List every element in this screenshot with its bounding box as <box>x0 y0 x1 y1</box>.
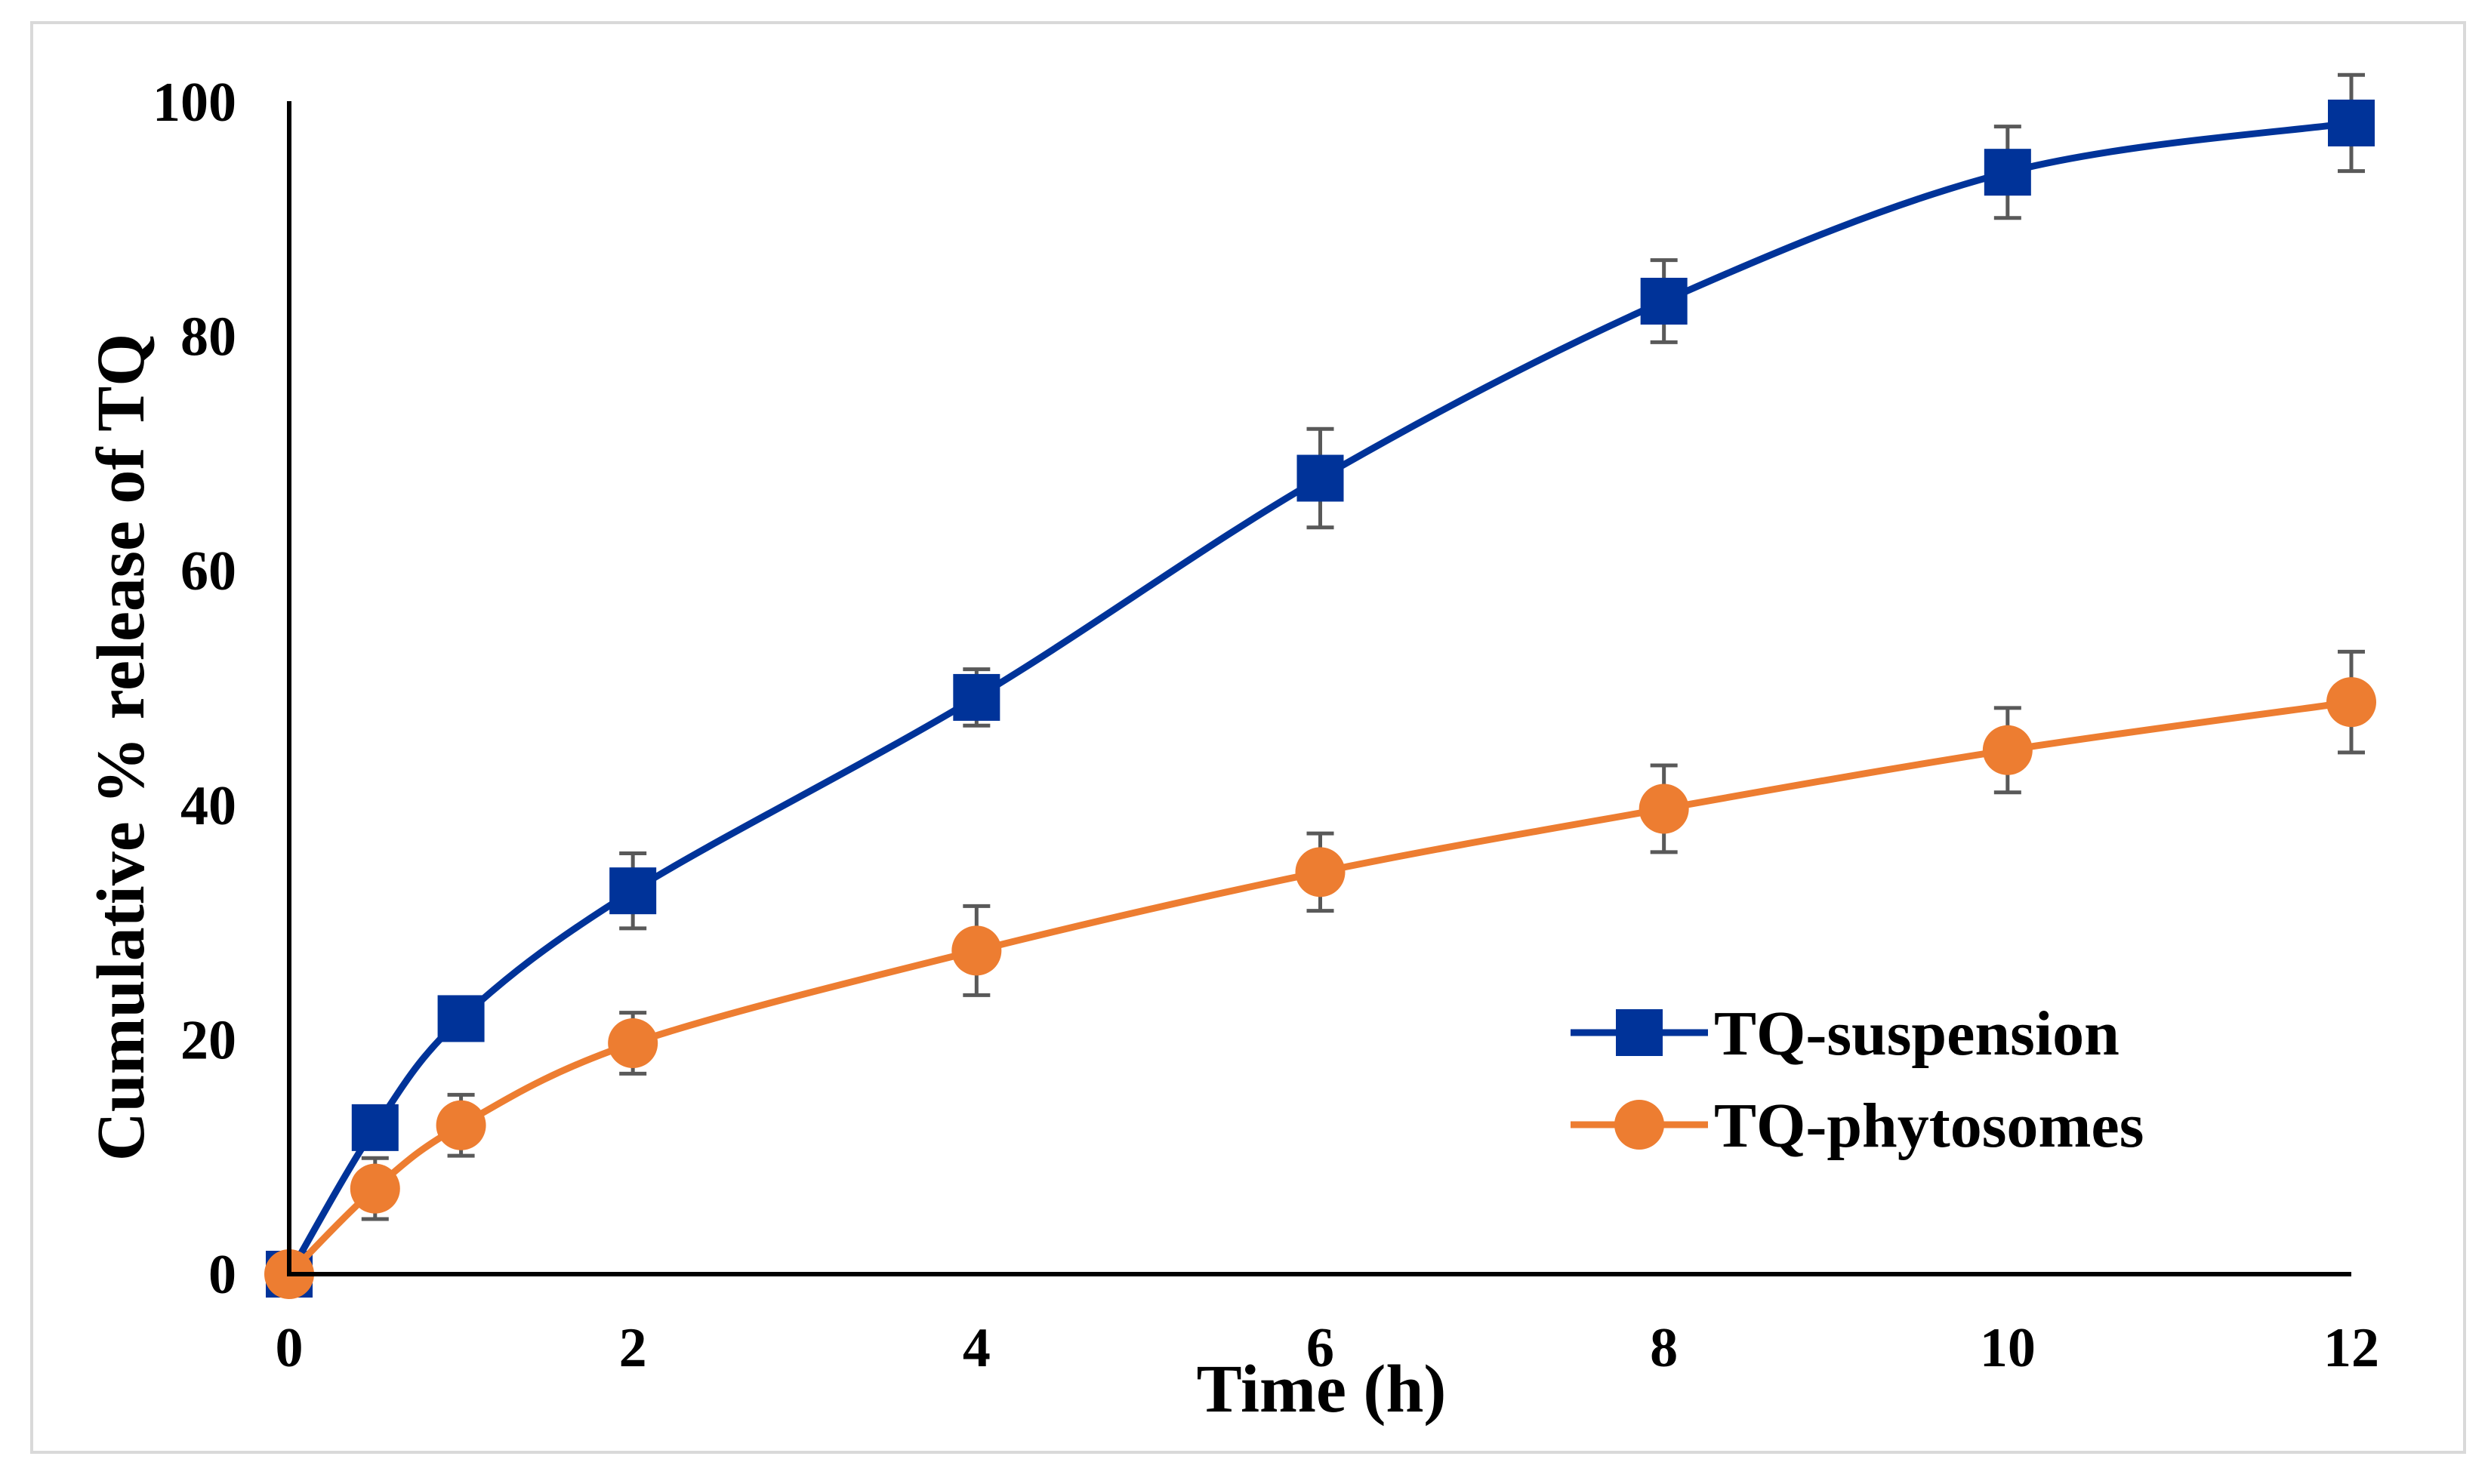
y-tick-label: 80 <box>180 306 236 368</box>
data-point <box>2328 99 2375 146</box>
data-point <box>1639 784 1689 834</box>
x-tick-label: 8 <box>1650 1317 1678 1379</box>
x-tick-label: 0 <box>276 1317 304 1379</box>
legend: TQ-suspension TQ-phytosomes <box>1571 999 2144 1161</box>
data-point <box>1296 454 1344 502</box>
series-line <box>286 119 2352 1276</box>
series-TQ-phytosomes <box>264 649 2376 1299</box>
legend-marker-suspension <box>1616 1009 1663 1056</box>
x-tick-label: 10 <box>1980 1317 2036 1379</box>
y-tick-label: 0 <box>208 1244 236 1306</box>
y-tick-label: 60 <box>180 540 236 602</box>
data-point <box>1295 847 1346 897</box>
data-point <box>608 1018 658 1069</box>
series-line <box>286 698 2352 1277</box>
data-point <box>436 1100 486 1150</box>
legend-label-suspension: TQ-suspension <box>1714 999 2120 1069</box>
data-point <box>437 995 485 1042</box>
y-axis-title: Cumulative % release of TQ <box>84 334 159 1162</box>
x-tick-label: 12 <box>2323 1317 2379 1379</box>
chart-frame <box>30 21 2466 1454</box>
axis-layer <box>287 101 2351 1276</box>
data-point <box>350 1163 400 1214</box>
y-tick-label: 20 <box>180 1009 236 1071</box>
legend-label-phytosomes: TQ-phytosomes <box>1714 1091 2144 1161</box>
data-point <box>2326 677 2376 728</box>
legend-marker-phytosomes <box>1614 1100 1664 1150</box>
series-TQ-suspension <box>266 72 2375 1298</box>
y-tick-label: 100 <box>153 72 236 134</box>
x-tick-label: 2 <box>619 1317 647 1379</box>
data-point <box>1640 278 1688 325</box>
data-point <box>351 1104 399 1151</box>
data-point <box>951 925 1002 976</box>
legend-item-phytosomes: TQ-phytosomes <box>1571 1091 2144 1161</box>
x-tick-label: 4 <box>963 1317 991 1379</box>
data-point <box>1982 725 2033 775</box>
tick-layer: 0 20 40 60 80 100 0 2 4 6 8 10 12 <box>153 72 2379 1379</box>
x-tick-label: 6 <box>1306 1317 1334 1379</box>
data-point <box>953 673 1000 721</box>
x-axis-title: Time (h) <box>1197 1352 1447 1427</box>
data-point <box>1984 149 2031 196</box>
data-point <box>609 867 657 915</box>
y-tick-label: 40 <box>180 775 236 837</box>
series-layer <box>264 72 2376 1299</box>
legend-item-suspension: TQ-suspension <box>1571 999 2120 1069</box>
